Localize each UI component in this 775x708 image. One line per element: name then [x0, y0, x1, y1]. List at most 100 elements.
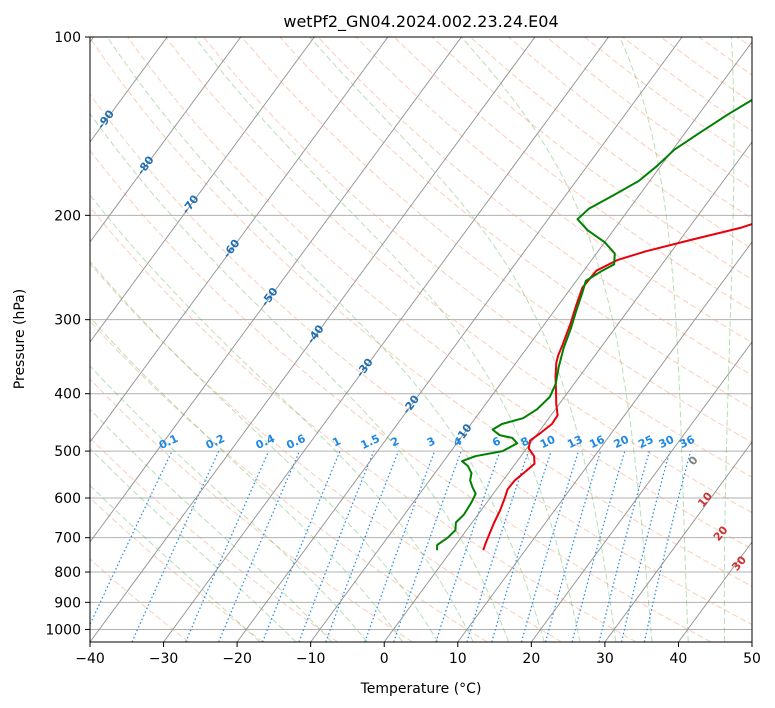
y-axis-label: Pressure (hPa)	[12, 289, 28, 389]
mixing-ratio-label: 0.2	[204, 432, 227, 452]
moist-adiabat	[90, 408, 333, 642]
mixing-ratio-label: 0.6	[284, 432, 307, 452]
isotherm-line	[751, 641, 752, 642]
pressure-gridlines	[90, 37, 752, 630]
mixing-ratio-line	[435, 450, 501, 642]
mixing-ratio-label: 6	[490, 434, 503, 449]
temperature-profile	[482, 223, 752, 551]
mixing-ratio-label: 1	[330, 434, 342, 449]
mixing-ratio-line	[298, 450, 375, 642]
y-tick-label: 900	[54, 595, 81, 611]
moist-adiabat-label: 20	[711, 523, 731, 543]
moist-adiabat	[90, 112, 510, 642]
x-tick-label: −30	[149, 651, 179, 667]
dry-adiabat	[90, 437, 339, 642]
isotherm-line	[90, 37, 168, 143]
isotherm-line	[90, 37, 462, 543]
y-axis-ticks: 100 200 300 400 500 600 700 800 900 1000	[45, 30, 90, 638]
mixing-ratio-line	[571, 450, 626, 642]
mixing-ratio-label: 13	[565, 433, 584, 451]
moist-adiabat	[90, 316, 403, 642]
dry-adiabat	[508, 37, 752, 220]
isotherm-line	[90, 37, 389, 443]
mixing-ratio-line	[520, 450, 580, 642]
mixing-ratio-label: 16	[587, 433, 607, 451]
mixing-ratio-label: 3	[425, 434, 437, 449]
x-tick-label: −20	[222, 651, 252, 667]
y-tick-label: 1000	[45, 622, 81, 638]
dry-adiabat	[241, 37, 752, 444]
moist-adiabat-label: 10	[695, 489, 715, 509]
dry-adiabat	[90, 558, 190, 642]
mixing-ratio-label: 36	[677, 433, 697, 451]
isotherm-line	[90, 37, 242, 243]
mixing-ratio-line	[598, 450, 650, 642]
x-tick-label: 10	[449, 651, 467, 667]
y-tick-label: 700	[54, 531, 81, 547]
moist-adiabat	[90, 484, 261, 642]
isotherm-line	[236, 37, 683, 642]
moist-adiabat	[309, 37, 617, 642]
x-tick-label: −40	[75, 651, 105, 667]
mixing-ratio-label: 30	[657, 433, 677, 451]
mixing-ratio-line	[261, 450, 341, 642]
mixing-ratio-line	[491, 450, 552, 642]
x-tick-label: −10	[296, 651, 326, 667]
sounding-series	[436, 98, 752, 551]
moist-adiabat	[90, 260, 439, 642]
mixing-ratio-line	[364, 450, 436, 642]
mixing-ratio-line	[325, 450, 400, 642]
isotherm-line	[90, 37, 315, 343]
dry-adiabat	[698, 37, 752, 76]
dry-adiabat	[355, 37, 752, 344]
isotherm-label: -90	[95, 107, 117, 131]
moist-adiabat-label: 30	[729, 553, 749, 573]
y-tick-label: 800	[54, 565, 81, 581]
dry-adiabat	[736, 37, 752, 49]
y-tick-label: 200	[54, 208, 81, 224]
isotherm-label: -100	[49, 64, 76, 94]
moist-adiabat	[723, 37, 735, 642]
dry-adiabat	[90, 93, 752, 626]
mixing-ratio-label: 2	[389, 434, 401, 449]
dry-adiabat	[90, 149, 712, 642]
dry-adiabat	[431, 37, 752, 281]
dry-adiabat	[90, 320, 488, 642]
mixing-ratio-line	[545, 450, 602, 642]
isotherm-line	[457, 241, 752, 642]
y-tick-label: 300	[54, 313, 81, 329]
isotherm-label: -30	[354, 356, 376, 380]
plot-frame	[89, 36, 753, 643]
x-tick-label: 30	[596, 651, 614, 667]
moist-adiabat	[90, 365, 368, 642]
isotherm-label: -60	[220, 237, 242, 261]
isotherm-label: -20	[400, 393, 422, 417]
y-tick-label: 100	[54, 30, 81, 46]
mixing-ratio-line	[393, 450, 462, 642]
x-axis-ticks: −40 −30 −20 −10 0 10 20 30 40 50	[75, 642, 761, 667]
moist-adiabat-label: 0	[686, 453, 701, 467]
mixing-ratio-line	[621, 450, 671, 642]
dry-adiabat	[90, 497, 264, 642]
dry-adiabat	[90, 263, 562, 642]
isotherm-line	[604, 441, 752, 642]
moist-adiabats	[90, 37, 735, 642]
y-tick-label: 600	[54, 491, 81, 507]
x-axis-label: Temperature (°C)	[360, 681, 482, 697]
moist-adiabat	[194, 37, 581, 642]
mixing-ratio-label: 10	[538, 433, 558, 451]
mixing-ratio-line	[466, 450, 530, 642]
isotherm-line	[90, 37, 536, 642]
x-tick-label: 20	[522, 651, 540, 667]
mixing-ratio-line	[90, 450, 173, 626]
mixing-ratio-label: 20	[612, 433, 632, 451]
mixing-ratio-label: 25	[636, 433, 655, 451]
dry-adiabats	[90, 37, 752, 642]
chart-title: wetPf2_GN04.2024.002.23.24.E04	[283, 12, 558, 32]
moist-adiabat	[106, 37, 545, 642]
mixing-ratio-line	[185, 450, 270, 642]
moist-adiabat-label: 40	[752, 583, 772, 603]
dry-adiabat	[279, 37, 752, 410]
x-tick-label: 0	[380, 651, 389, 667]
isotherm-label: -70	[179, 192, 201, 216]
